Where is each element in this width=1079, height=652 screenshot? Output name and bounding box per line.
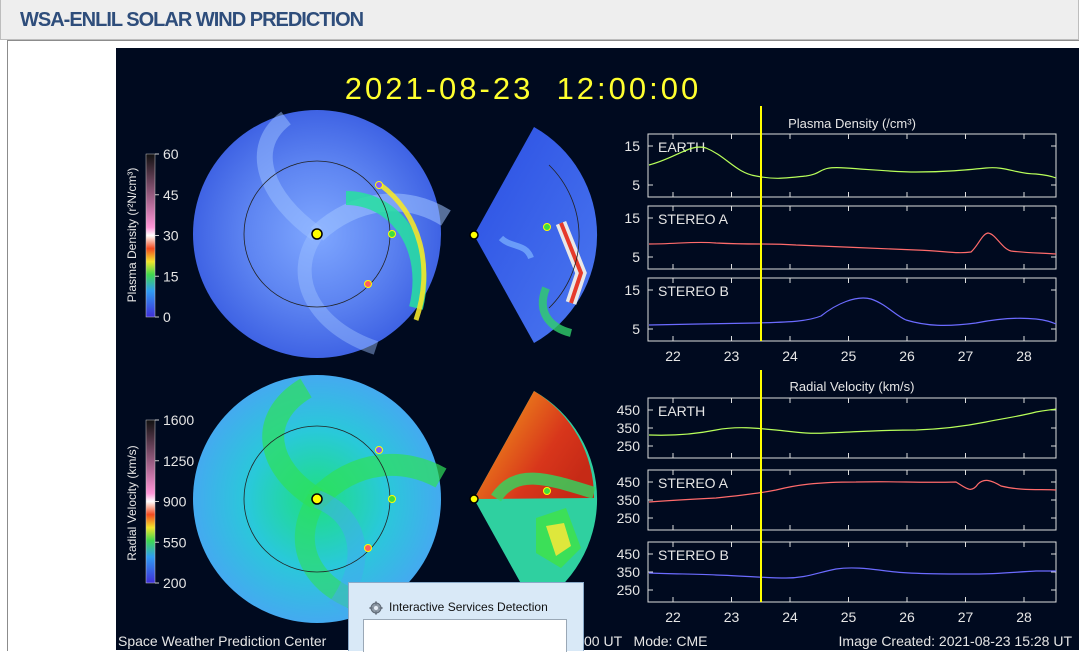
density-x-tick: 24: [782, 348, 798, 364]
density-y-tick: 5: [632, 249, 640, 265]
density-x-tick: 22: [665, 348, 681, 364]
dialog-body: [363, 619, 567, 652]
velocity-x-tick: 22: [665, 609, 681, 625]
density-series-line: [648, 297, 1057, 326]
density-colorbar-tick: 60: [163, 146, 179, 162]
velocity-colorbar: Radial Velocity (km/s) 1600 1250 900 550 200: [125, 412, 194, 591]
velocity-fan-earth-marker: [543, 487, 551, 495]
footer-center: Space Weather Prediction Center: [118, 633, 327, 649]
sun-marker: [311, 228, 323, 240]
density-panel-title: Plasma Density (/cm³): [788, 116, 916, 131]
velocity-disk: [193, 375, 447, 623]
dialog-title: Interactive Services Detection: [389, 600, 548, 614]
density-row-name: STEREO B: [658, 283, 729, 299]
velocity-y-tick: 250: [617, 582, 641, 598]
fan-earth-marker: [543, 223, 551, 231]
velocity-earth-marker: [388, 495, 396, 503]
density-row-name: EARTH: [658, 139, 705, 155]
velocity-colorbar-tick: 1250: [163, 453, 194, 469]
velocity-row-name: STEREO B: [658, 547, 729, 563]
density-series-line: [648, 146, 1057, 179]
density-colorbar: Plasma Density (r²N/cm³) 60 45 30 15 0: [125, 146, 179, 325]
velocity-series-line: [648, 479, 1057, 503]
density-row-frame: [647, 205, 1057, 270]
density-colorbar-tick: 15: [163, 268, 179, 284]
footer-created: Image Created: 2021-08-23 15:28 UT: [839, 633, 1073, 649]
density-fan: [469, 127, 598, 343]
density-y-tick: 5: [632, 321, 640, 337]
footer-mode: 00 UT Mode: CME: [584, 633, 707, 649]
stereo-a-marker: [364, 280, 372, 288]
velocity-series-line: [648, 567, 1056, 579]
velocity-colorbar-tick: 550: [163, 534, 187, 550]
stereo-b-marker: [375, 181, 383, 189]
velocity-row-name: EARTH: [658, 403, 705, 419]
velocity-colorbar-tick: 1600: [163, 412, 194, 428]
density-x-tick: 26: [899, 348, 915, 364]
velocity-y-tick: 450: [617, 546, 641, 562]
velocity-row-frame: [647, 397, 1057, 459]
velocity-y-tick: 450: [617, 474, 641, 490]
velocity-x-tick: 27: [958, 609, 974, 625]
velocity-fan-sun-marker: [469, 494, 479, 504]
velocity-y-tick: 350: [617, 564, 641, 580]
density-colorbar-tick: 45: [163, 187, 179, 203]
density-row-frame: [647, 277, 1057, 342]
velocity-x-tick: 23: [724, 609, 740, 625]
velocity-series-line: [648, 408, 1057, 436]
density-disk: [193, 110, 451, 358]
velocity-y-tick: 350: [617, 420, 641, 436]
density-y-tick: 15: [624, 282, 640, 298]
velocity-fan: [469, 391, 598, 607]
velocity-colorbar-label: Radial Velocity (km/s): [125, 445, 139, 560]
density-row-name: STEREO A: [658, 211, 729, 227]
velocity-colorbar-tick: 200: [163, 575, 187, 591]
time-series-panels: EARTH 15 5 STEREO A 15 5 STEREO B 15 5 22 23 24 25 26…: [617, 106, 1057, 625]
density-colorbar-label: Plasma Density (r²N/cm³): [125, 168, 139, 303]
earth-marker: [388, 230, 396, 238]
density-y-tick: 15: [624, 138, 640, 154]
velocity-stereo-a-marker: [364, 544, 372, 552]
density-y-tick: 5: [632, 177, 640, 193]
density-colorbar-tick: 30: [163, 228, 179, 244]
page-header: WSA-ENLIL SOLAR WIND PREDICTION: [0, 0, 1079, 40]
velocity-y-tick: 250: [617, 510, 641, 526]
velocity-y-tick: 450: [617, 402, 641, 418]
velocity-x-tick: 26: [899, 609, 915, 625]
velocity-y-tick: 250: [617, 438, 641, 454]
velocity-panel-title: Radial Velocity (km/s): [790, 379, 915, 394]
density-colorbar-tick: 0: [163, 309, 171, 325]
velocity-x-tick: 25: [841, 609, 857, 625]
velocity-y-tick: 350: [617, 492, 641, 508]
gear-icon: [369, 601, 383, 615]
fan-sun-marker: [469, 230, 479, 240]
density-x-tick: 28: [1016, 348, 1032, 364]
velocity-row-name: STEREO A: [658, 475, 729, 491]
timestamp: 2021-08-23 12:00:00: [345, 71, 701, 106]
velocity-x-tick: 24: [782, 609, 798, 625]
density-y-tick: 15: [624, 210, 640, 226]
enlil-graphic: 2021-08-23 12:00:00 Plasma Density (r²N/…: [118, 71, 1073, 649]
velocity-x-tick: 28: [1016, 609, 1032, 625]
enlil-visualization: 2021-08-23 12:00:00 Plasma Density (r²N/…: [116, 48, 1079, 650]
density-series-line: [648, 232, 1057, 255]
density-row-frame: [647, 133, 1057, 198]
density-x-tick: 25: [841, 348, 857, 364]
interactive-services-dialog[interactable]: Interactive Services Detection: [348, 582, 584, 652]
velocity-colorbar-tick: 900: [163, 494, 187, 510]
velocity-sun-marker: [311, 493, 323, 505]
density-x-tick: 23: [724, 348, 740, 364]
velocity-stereo-b-marker: [375, 446, 383, 454]
page-title: WSA-ENLIL SOLAR WIND PREDICTION: [20, 9, 364, 31]
density-x-tick: 27: [958, 348, 974, 364]
